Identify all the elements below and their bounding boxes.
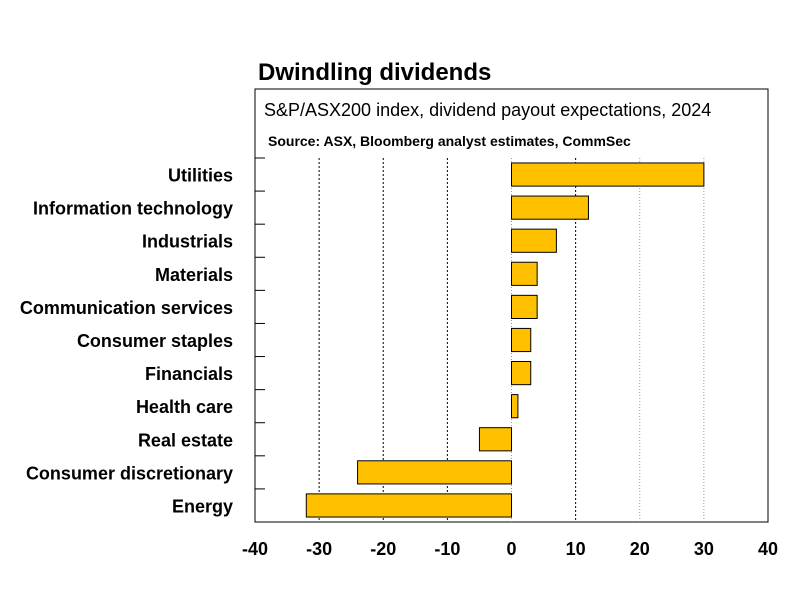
x-tick-label-7: 30 <box>694 539 714 559</box>
bar-1 <box>511 162 705 187</box>
x-tick-label-3: -10 <box>434 539 460 559</box>
bar-11 <box>305 493 512 518</box>
x-tick-label-5: 10 <box>566 539 586 559</box>
category-label-11: Energy <box>172 496 233 516</box>
category-label-3: Industrials <box>142 232 233 252</box>
chart-source: Source: ASX, Bloomberg analyst estimates… <box>268 133 631 149</box>
category-label-5: Communication services <box>20 298 233 318</box>
x-tick-labels: -40 -30 -20 -10 0 10 20 30 40 <box>242 539 778 559</box>
bar-6 <box>511 327 532 353</box>
x-tick-label-6: 20 <box>630 539 650 559</box>
category-label-10: Consumer discretionary <box>26 463 233 483</box>
x-tick-label-0: -40 <box>242 539 268 559</box>
chart-title: Dwindling dividends <box>258 59 491 86</box>
x-tick-label-8: 40 <box>758 539 778 559</box>
bar-9 <box>478 427 512 452</box>
bar-5 <box>511 294 538 319</box>
bar-4 <box>511 261 538 286</box>
chart-subtitle: S&P/ASX200 index, dividend payout expect… <box>264 100 711 120</box>
bar-10 <box>357 460 512 485</box>
category-labels: Utilities Information technology Industria… <box>20 166 233 517</box>
category-label-8: Health care <box>136 397 233 417</box>
category-label-7: Financials <box>145 364 233 384</box>
x-tick-label-4: 0 <box>506 539 516 559</box>
x-tick-label-2: -20 <box>370 539 396 559</box>
x-tick-label-1: -30 <box>306 539 332 559</box>
bar-7 <box>511 361 532 386</box>
category-label-1: Utilities <box>168 166 233 186</box>
bar-2 <box>511 195 589 220</box>
category-label-6: Consumer staples <box>77 331 233 351</box>
category-label-9: Real estate <box>138 430 233 450</box>
bar-3 <box>511 228 557 253</box>
bars <box>305 162 705 518</box>
category-label-4: Materials <box>155 265 233 285</box>
bar-8 <box>511 394 519 419</box>
category-label-2: Information technology <box>33 199 233 219</box>
